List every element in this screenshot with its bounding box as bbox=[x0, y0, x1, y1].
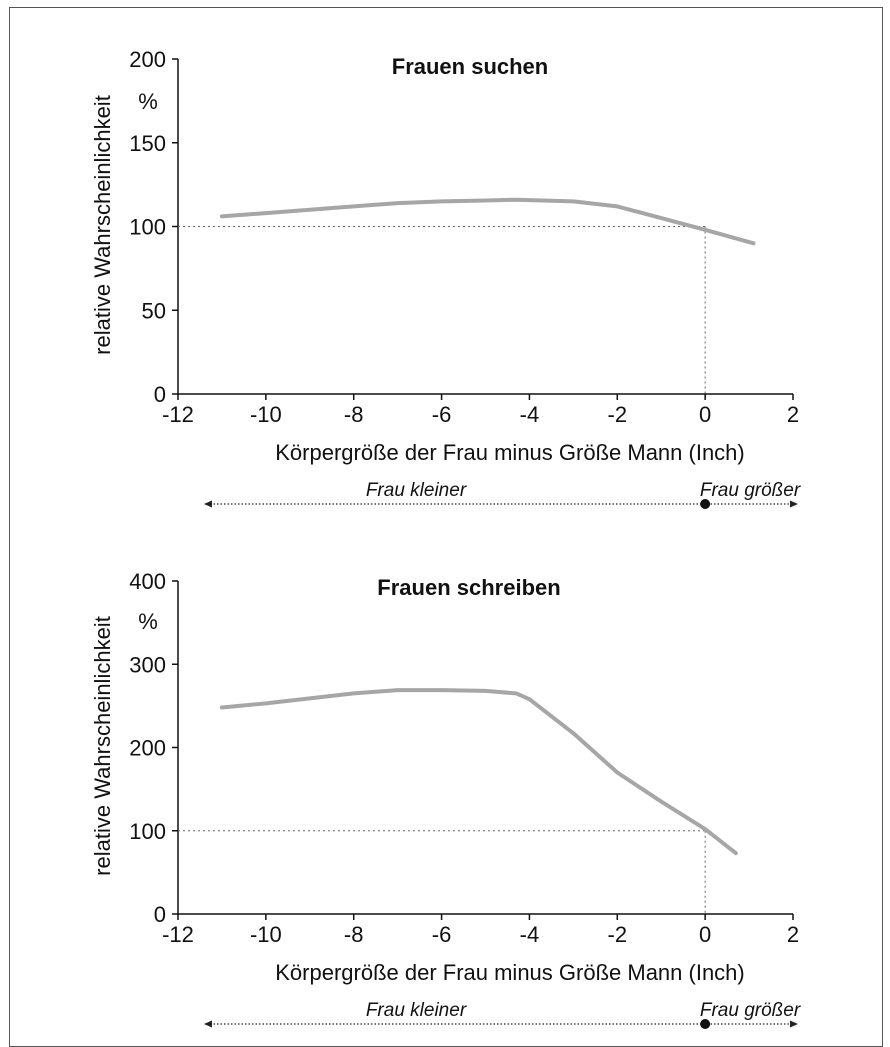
x-tick-label: -4 bbox=[520, 402, 540, 427]
series-line bbox=[219, 197, 756, 246]
y-unit-label: % bbox=[138, 89, 158, 114]
chart-panel-2: 0 100 200 300 400 -12 -10 -8 -6 -4 -2 0 2 Frauen schr… bbox=[90, 569, 801, 1029]
chart-panel-1: 0 50 100 150 200 -12 -10 -8 -6 -4 -2 0 2 Frauen suche… bbox=[90, 47, 801, 509]
label-frau-groesser: Frau größer bbox=[700, 480, 801, 501]
x-tick-label: -6 bbox=[432, 402, 452, 427]
x-axis-label: Körpergröße der Frau minus Größe Mann (I… bbox=[275, 960, 745, 985]
series-line bbox=[219, 688, 738, 856]
x-tick-label: -2 bbox=[608, 402, 628, 427]
x-tick-label: -10 bbox=[250, 922, 282, 947]
x-tick-label: -12 bbox=[162, 402, 194, 427]
y-tick-label: 200 bbox=[129, 736, 166, 761]
y-tick-label: 100 bbox=[129, 819, 166, 844]
x-tick-label: -10 bbox=[250, 402, 282, 427]
x-tick-label: 2 bbox=[787, 922, 799, 947]
y-tick-label: 150 bbox=[129, 131, 166, 156]
label-frau-kleiner: Frau kleiner bbox=[366, 480, 467, 501]
y-tick-label: 50 bbox=[142, 298, 166, 323]
label-frau-kleiner: Frau kleiner bbox=[366, 1000, 467, 1021]
arrow-right-head bbox=[790, 1020, 798, 1028]
x-tick-label: -4 bbox=[520, 922, 540, 947]
y-unit-label: % bbox=[138, 609, 158, 634]
label-frau-groesser: Frau größer bbox=[700, 1000, 801, 1021]
y-tick-label: 0 bbox=[154, 382, 166, 407]
y-axis-label: relative Wahrscheinlichkeit bbox=[90, 616, 115, 876]
y-axis-label: relative Wahrscheinlichkeit bbox=[90, 95, 115, 355]
y-tick-label: 300 bbox=[129, 652, 166, 677]
zero-marker-dot bbox=[700, 499, 711, 509]
arrow-left-head bbox=[204, 500, 212, 508]
x-tick-label: 0 bbox=[699, 402, 711, 427]
chart-title: Frauen suchen bbox=[392, 54, 548, 79]
x-tick-label: 2 bbox=[787, 402, 799, 427]
x-tick-label: -12 bbox=[162, 922, 194, 947]
x-tick-label: -2 bbox=[608, 922, 628, 947]
y-tick-label: 100 bbox=[129, 215, 166, 240]
y-tick-label: 400 bbox=[129, 569, 166, 594]
x-axis-label: Körpergröße der Frau minus Größe Mann (I… bbox=[275, 440, 745, 465]
x-tick-label: -8 bbox=[344, 922, 364, 947]
zero-marker-dot bbox=[700, 1019, 711, 1029]
arrow-left-head bbox=[204, 1020, 212, 1028]
arrow-right-head bbox=[790, 500, 798, 508]
x-tick-label: -8 bbox=[344, 402, 364, 427]
y-tick-label: 200 bbox=[129, 47, 166, 72]
y-tick-label: 0 bbox=[154, 902, 166, 927]
chart-title: Frauen schreiben bbox=[377, 575, 560, 600]
x-tick-label: 0 bbox=[699, 922, 711, 947]
x-tick-label: -6 bbox=[432, 922, 452, 947]
